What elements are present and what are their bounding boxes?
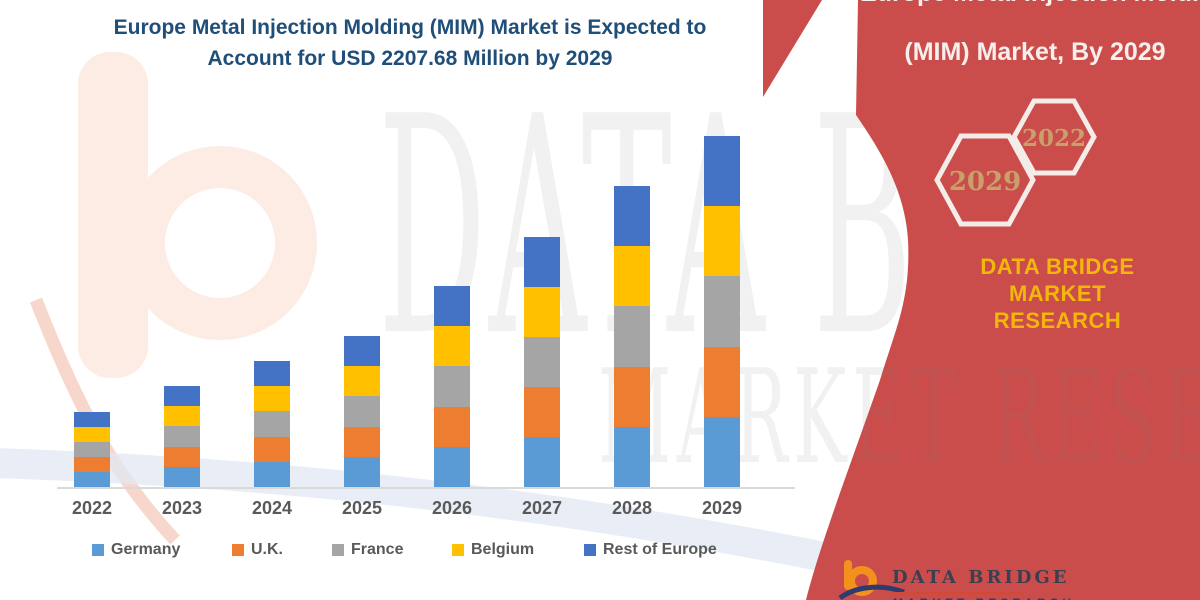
bar-segment-2027-france bbox=[524, 337, 560, 387]
bar-segment-2023-u-k- bbox=[164, 446, 200, 467]
x-axis-label-2027: 2027 bbox=[521, 498, 563, 518]
x-axis-line bbox=[57, 487, 795, 489]
bar-segment-2026-france bbox=[434, 366, 470, 407]
bar-segment-2022-rest-of-europe bbox=[74, 411, 110, 427]
chart-title: Europe Metal Injection Molding (MIM) Mar… bbox=[28, 12, 792, 74]
brand-name-text: DATA BRIDGE MARKET RESEARCH bbox=[930, 253, 1185, 334]
legend-item-belgium: Belgium bbox=[452, 541, 534, 559]
bar-segment-2025-rest-of-europe bbox=[344, 335, 380, 367]
hexagon-2029-badge bbox=[934, 133, 1036, 227]
bar-segment-2025-belgium bbox=[344, 366, 380, 397]
bar-segment-2029-france bbox=[704, 276, 740, 347]
bar-segment-2027-belgium bbox=[524, 287, 560, 338]
bar-segment-2024-rest-of-europe bbox=[254, 361, 290, 387]
legend-label: France bbox=[351, 541, 404, 558]
bar-segment-2022-france bbox=[74, 441, 110, 457]
hexagon-2022-year: 2022 bbox=[1022, 125, 1086, 152]
x-axis-label-2028: 2028 bbox=[611, 498, 653, 518]
bar-segment-2029-u-k- bbox=[704, 346, 740, 417]
legend-item-germany: Germany bbox=[92, 541, 180, 559]
bar-segment-2024-germany bbox=[254, 461, 290, 487]
bar-segment-2026-germany bbox=[434, 446, 470, 487]
footer-brand-clipped-line: MARKET RESEARCH bbox=[893, 596, 1075, 600]
bar-segment-2024-u-k- bbox=[254, 436, 290, 462]
bar-segment-2026-rest-of-europe bbox=[434, 286, 470, 327]
legend-swatch bbox=[92, 544, 104, 556]
bar-segment-2028-belgium bbox=[614, 246, 650, 307]
x-axis-label-2026: 2026 bbox=[431, 498, 473, 518]
x-axis-label-2025: 2025 bbox=[341, 498, 383, 518]
x-axis-label-2024: 2024 bbox=[251, 498, 293, 518]
legend-item-france: France bbox=[332, 541, 403, 559]
bar-segment-2029-germany bbox=[704, 416, 740, 487]
databridge-logo-icon bbox=[838, 560, 905, 600]
red-banner-corner-wedge bbox=[763, 0, 822, 97]
bar-segment-2026-belgium bbox=[434, 326, 470, 367]
brand-name-line2: RESEARCH bbox=[993, 308, 1122, 333]
bar-segment-2029-rest-of-europe bbox=[704, 135, 740, 207]
bar-segment-2024-france bbox=[254, 411, 290, 437]
legend-swatch bbox=[452, 544, 464, 556]
bar-segment-2027-u-k- bbox=[524, 387, 560, 437]
bar-segment-2022-u-k- bbox=[74, 456, 110, 472]
bar-segment-2023-france bbox=[164, 426, 200, 447]
legend-swatch bbox=[332, 544, 344, 556]
chart-title-line2: Account for USD 2207.68 Million by 2029 bbox=[207, 47, 613, 70]
legend-label: Germany bbox=[111, 541, 181, 558]
footer-brand-name: DATA BRIDGE bbox=[892, 567, 1070, 588]
bar-segment-2029-belgium bbox=[704, 206, 740, 277]
bar-segment-2027-germany bbox=[524, 437, 560, 487]
bar-segment-2028-france bbox=[614, 306, 650, 367]
bar-segment-2025-germany bbox=[344, 456, 380, 487]
bar-segment-2023-rest-of-europe bbox=[164, 386, 200, 407]
legend-label: Rest of Europe bbox=[603, 541, 717, 558]
legend-item-u-k-: U.K. bbox=[232, 541, 283, 559]
bar-segment-2025-france bbox=[344, 396, 380, 427]
legend-swatch bbox=[232, 544, 244, 556]
bar-segment-2022-germany bbox=[74, 471, 110, 487]
bar-segment-2027-rest-of-europe bbox=[524, 237, 560, 288]
banner-clipped-line: Europe Metal Injection Molding bbox=[860, 0, 1200, 8]
x-axis-label-2029: 2029 bbox=[701, 498, 743, 518]
bar-segment-2025-u-k- bbox=[344, 426, 380, 457]
bar-segment-2024-belgium bbox=[254, 386, 290, 412]
x-axis-label-2023: 2023 bbox=[161, 498, 203, 518]
legend-label: U.K. bbox=[251, 541, 283, 558]
bar-segment-2028-germany bbox=[614, 426, 650, 487]
legend-item-rest-of-europe: Rest of Europe bbox=[584, 541, 717, 559]
x-axis-label-2022: 2022 bbox=[71, 498, 113, 518]
brand-name-line1: DATA BRIDGE MARKET bbox=[980, 254, 1135, 306]
banner-subtitle: (MIM) Market, By 2029 bbox=[904, 38, 1166, 66]
red-banner-main bbox=[806, 0, 1200, 600]
bar-segment-2028-rest-of-europe bbox=[614, 186, 650, 247]
chart-title-line1: Europe Metal Injection Molding (MIM) Mar… bbox=[113, 16, 707, 39]
bar-segment-2028-u-k- bbox=[614, 366, 650, 427]
bar-segment-2026-u-k- bbox=[434, 406, 470, 447]
legend-label: Belgium bbox=[471, 541, 535, 558]
bar-segment-2023-belgium bbox=[164, 406, 200, 427]
footer-brand-underline bbox=[892, 592, 1024, 594]
hexagon-2022-badge bbox=[1011, 98, 1097, 176]
bar-segment-2023-germany bbox=[164, 466, 200, 487]
legend-swatch bbox=[584, 544, 596, 556]
bar-segment-2022-belgium bbox=[74, 426, 110, 442]
hexagon-2029-year: 2029 bbox=[949, 167, 1021, 197]
